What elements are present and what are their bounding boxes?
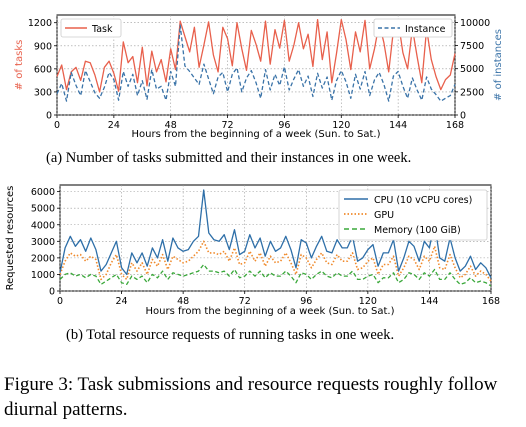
legend-cpu-label: CPU (10 vCPU cores) [374, 195, 472, 206]
chart-b-y-axis-label: Requested resources [5, 186, 16, 291]
caption-a: (a) Number of tasks submitted and their … [46, 150, 412, 166]
chart-b-series-line-memory [59, 263, 492, 287]
chart-a-left-tick-label: 300 [34, 87, 52, 98]
chart-b-y-tick-label: 2000 [31, 253, 55, 264]
chart-a-right-tick-label: 0 [460, 111, 466, 122]
chart-b-x-axis-label: Hours from the beginning of a week (Sun.… [145, 306, 394, 317]
chart-a-left-tick-label: 900 [34, 41, 52, 52]
legend-memory-label: Memory (100 GiB) [374, 225, 461, 236]
figure-caption: Figure 3: Task submissions and resource … [4, 374, 498, 420]
chart-a-left-axis-label: # of tasks [14, 40, 25, 91]
chart-a-right-tick-label: 2500 [460, 87, 484, 98]
chart-a-legend-right: Instance [373, 18, 453, 38]
chart-a-x-tick-label: 96 [278, 120, 290, 131]
chart-b-x-tick-label: 120 [359, 296, 377, 307]
chart-a-right-ticks: 0 2500 5000 7500 10000 [455, 18, 490, 122]
chart-a-left-tick-label: 600 [34, 64, 52, 75]
chart-a-x-tick-label: 168 [446, 120, 464, 131]
chart-a-right-axis-label: # of instances [493, 29, 504, 101]
chart-b-y-tick-label: 1000 [31, 270, 55, 281]
chart-b-x-tick-label: 144 [420, 296, 438, 307]
chart-a-right-tick-label: 10000 [460, 18, 490, 29]
chart-b-y-tick-label: 5000 [31, 204, 55, 215]
chart-a-x-tick-label: 72 [222, 120, 234, 131]
chart-b-x-tick-label: 48 [177, 296, 189, 307]
legend-gpu-label: GPU [374, 210, 394, 221]
chart-a-left-tick-label: 0 [46, 111, 52, 122]
chart-b-y-tick-label: 6000 [31, 187, 55, 198]
legend-task-label: Task [91, 24, 113, 35]
chart-b-y-tick-label: 3000 [31, 237, 55, 248]
chart-b-y-ticks: 0 1000 2000 3000 4000 5000 6000 [31, 187, 60, 298]
chart-b-x-tick-label: 96 [300, 296, 312, 307]
chart-a-x-tick-label: 144 [389, 120, 407, 131]
chart-a-left-ticks: 0 300 600 900 1200 [28, 18, 57, 122]
chart-a-x-tick-label: 24 [108, 120, 120, 131]
legend-instance-label: Instance [405, 24, 446, 35]
caption-b: (b) Total resource requests of running t… [66, 327, 395, 343]
chart-a-x-tick-label: 48 [165, 120, 177, 131]
chart-a-left-tick-label: 1200 [28, 18, 52, 29]
chart-a-x-tick-label: 0 [54, 120, 60, 131]
chart-b-x-tick-label: 24 [116, 296, 128, 307]
chart-a-series-line-instance [56, 24, 456, 102]
chart-b-series-line-cpu [59, 189, 492, 279]
chart-b-x-tick-label: 0 [57, 296, 63, 307]
chart-a-right-tick-label: 7500 [460, 41, 484, 52]
chart-a: 0 24 48 72 96 120 144 168 0 300 600 900 1200 0 2500 5… [14, 14, 504, 140]
chart-b-legend: CPU (10 vCPU cores) GPU Memory (100 GiB) [338, 189, 488, 241]
chart-a-x-tick-label: 120 [332, 120, 350, 131]
chart-a-series [56, 18, 456, 102]
chart-a-legend-left: Task [60, 18, 122, 38]
chart-a-x-axis-label: Hours from the beginning of a week (Sun.… [131, 129, 380, 140]
chart-b-x-ticks: 0 24 48 72 96 120 144 168 [57, 291, 500, 307]
chart-a-x-ticks: 0 24 48 72 96 120 144 168 [54, 115, 464, 131]
chart-b-y-tick-label: 0 [49, 287, 55, 298]
chart-b-series [59, 189, 492, 287]
chart-b-series-line-gpu [59, 240, 492, 282]
chart-b-x-tick-label: 168 [482, 296, 500, 307]
chart-b-x-tick-label: 72 [239, 296, 251, 307]
chart-a-grid [56, 15, 456, 116]
chart-b: 0 24 48 72 96 120 144 168 0 1000 2000 3000 4000 5000… [5, 184, 500, 317]
chart-a-right-tick-label: 5000 [460, 64, 484, 75]
chart-a-series-line-task [56, 18, 456, 93]
chart-b-y-tick-label: 4000 [31, 220, 55, 231]
